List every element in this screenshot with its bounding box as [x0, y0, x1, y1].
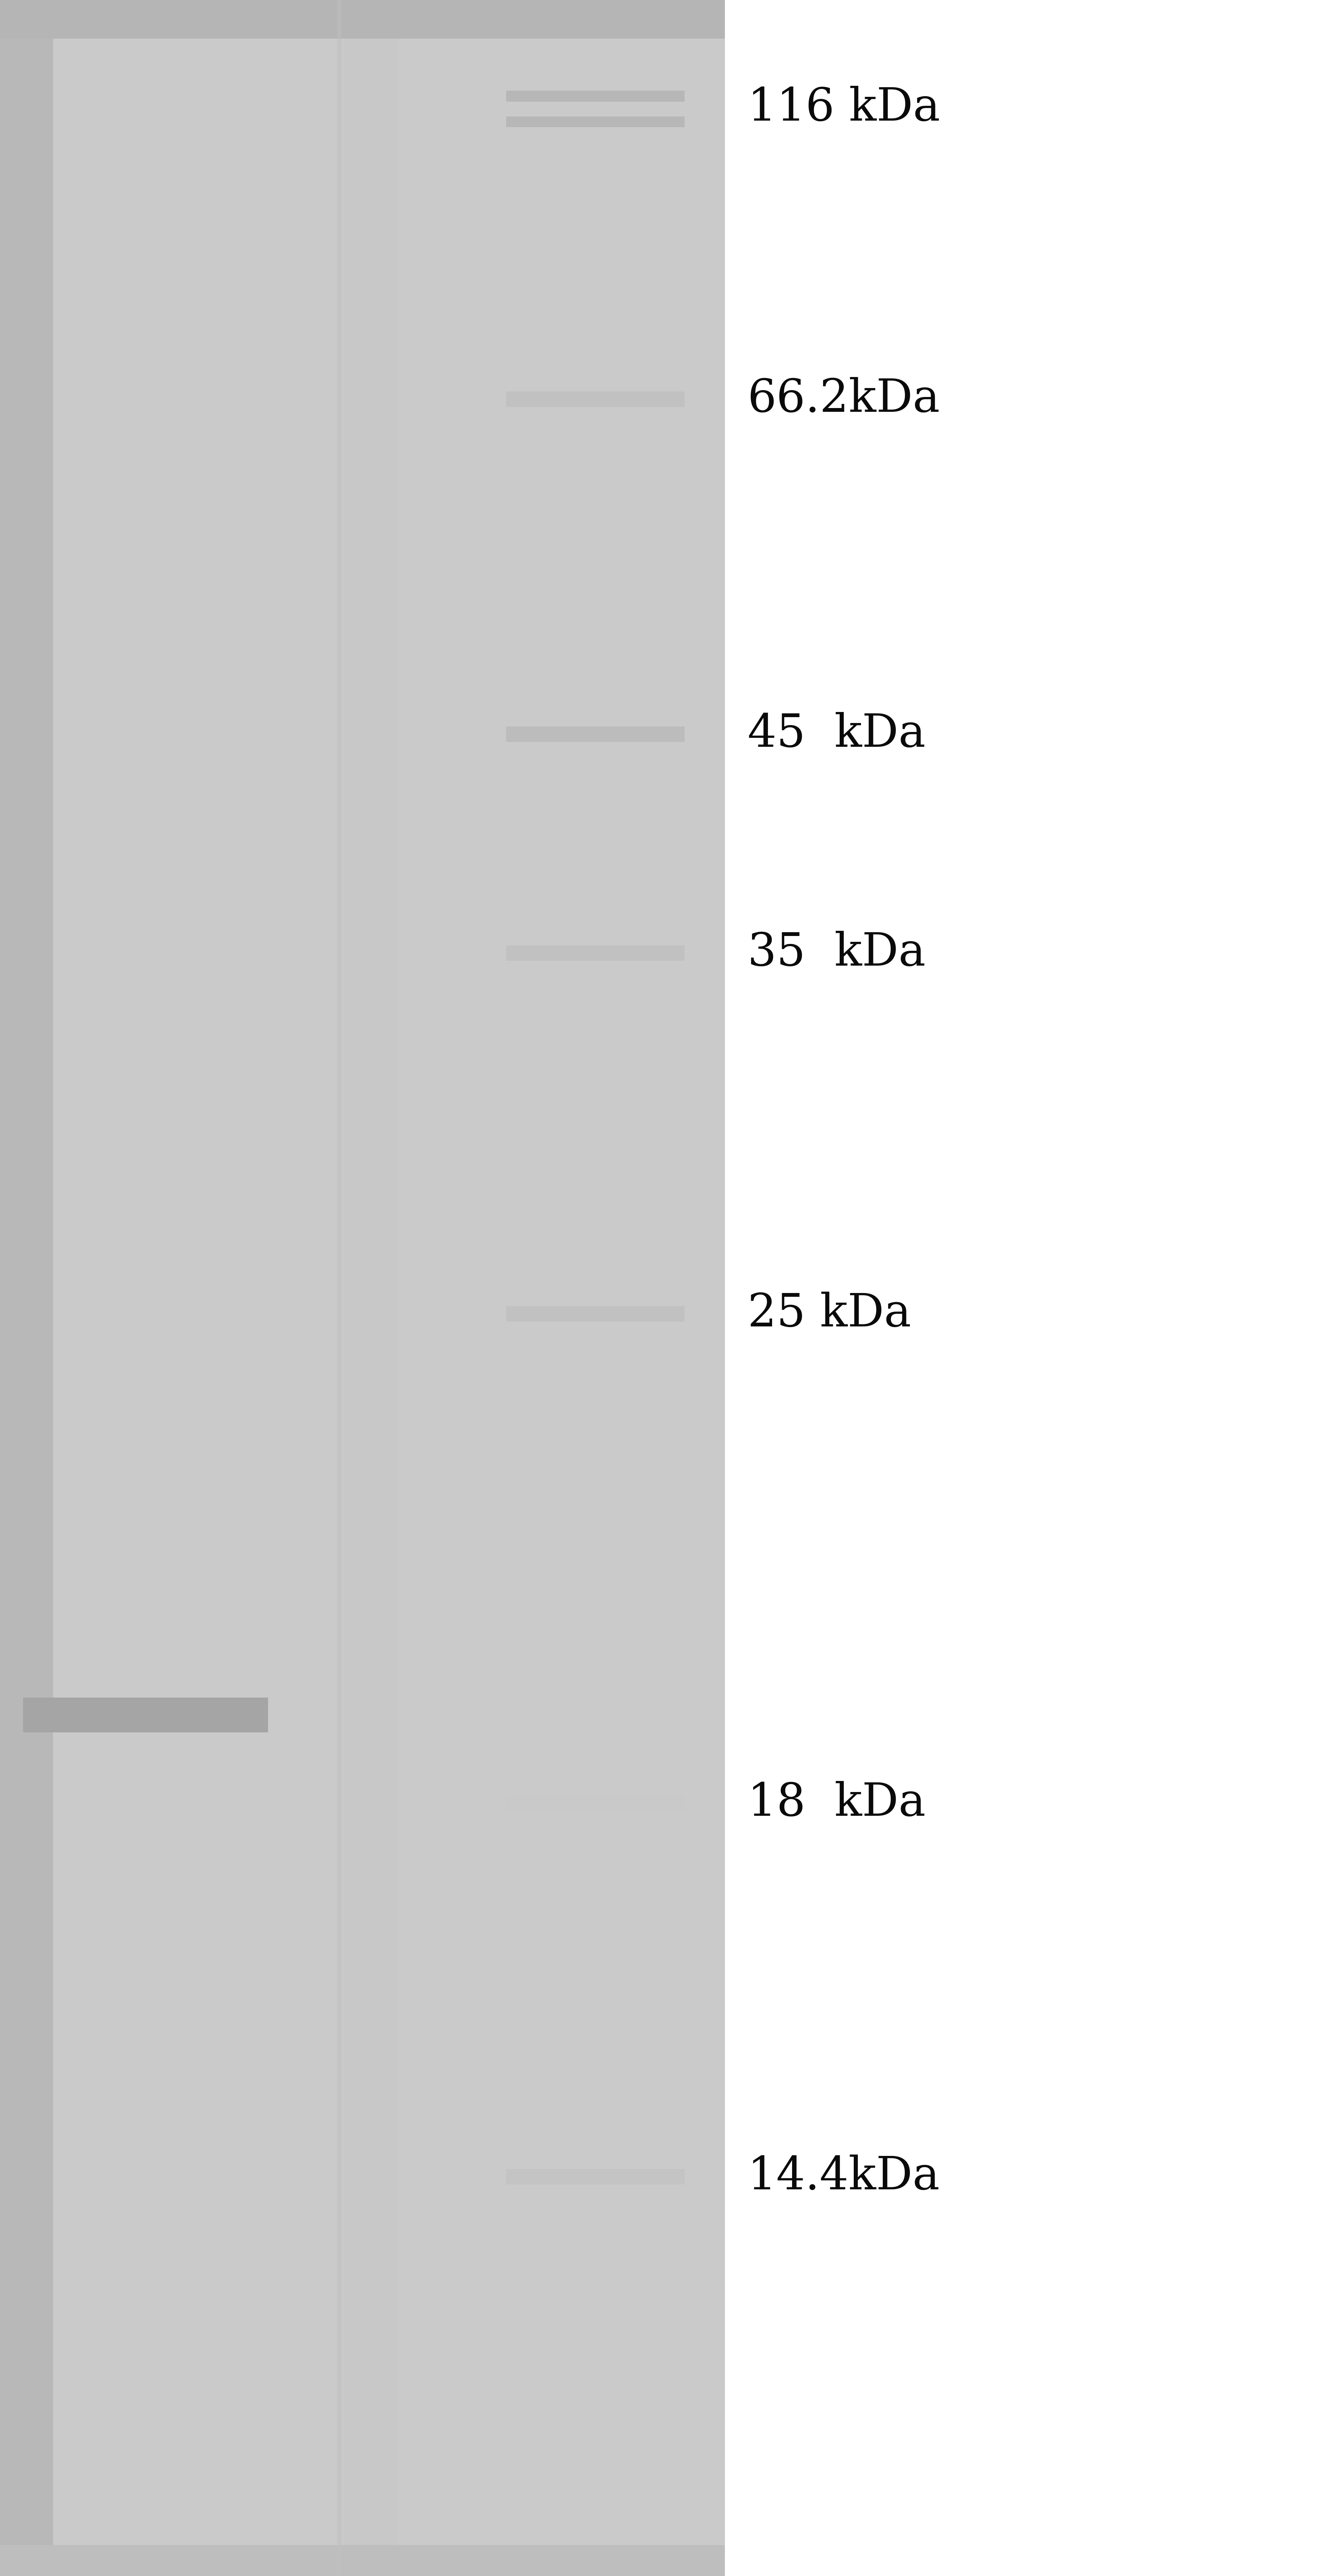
Text: 14.4kDa: 14.4kDa: [747, 2154, 939, 2200]
Bar: [337, 0, 341, 2576]
Text: 25 kDa: 25 kDa: [747, 1291, 912, 1337]
Bar: [505, 90, 685, 100]
Text: 66.2kDa: 66.2kDa: [747, 376, 941, 422]
Bar: [505, 2169, 685, 2184]
Bar: [0, 2545, 725, 2576]
Bar: [0, 0, 725, 39]
Bar: [53, 0, 344, 2576]
Bar: [505, 945, 685, 961]
Bar: [505, 392, 685, 407]
Bar: [397, 0, 725, 2576]
Text: 18  kDa: 18 kDa: [747, 1780, 926, 1826]
Bar: [0, 0, 53, 2576]
Bar: [24, 1698, 267, 1734]
Text: 35  kDa: 35 kDa: [747, 930, 926, 976]
Text: 45  kDa: 45 kDa: [747, 711, 926, 757]
Bar: [0, 0, 725, 2576]
Bar: [505, 1795, 685, 1811]
Bar: [505, 1306, 685, 1321]
Bar: [505, 116, 685, 126]
Bar: [505, 726, 685, 742]
Text: 116 kDa: 116 kDa: [747, 85, 941, 131]
